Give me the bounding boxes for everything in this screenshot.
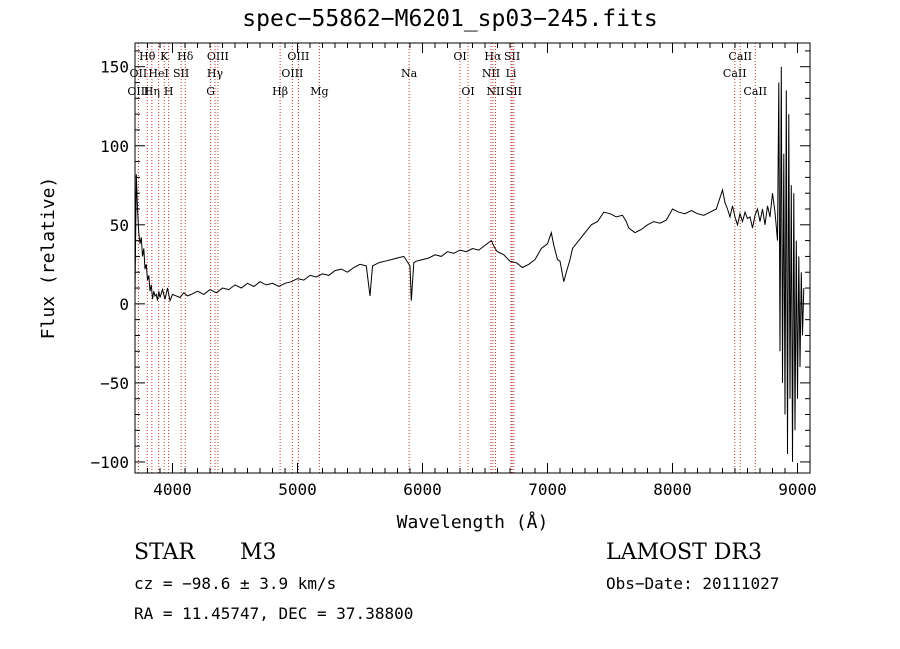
spectral-line-label: SII — [506, 85, 522, 98]
spectral-line-label: OI — [461, 85, 474, 98]
spectral-line-label: NII — [486, 85, 504, 98]
spectral-line-label: OI — [453, 50, 466, 63]
spectral-line-label: CaII — [728, 50, 752, 63]
spectral-line-label: OIII — [207, 50, 229, 63]
spectral-line-label: CaII — [743, 85, 767, 98]
spectral-line-label: Hδ — [177, 50, 194, 63]
spectral-line-label: G — [206, 85, 215, 98]
spectral-line-label: K — [160, 50, 169, 63]
axis-labels: 4000 5000 6000 7000 8000 9000 −100 −50 0 50 100 150… — [38, 58, 817, 533]
object-class: STAR — [134, 540, 195, 565]
spectral-line-label: Mg — [310, 85, 328, 98]
spectral-line-label: Hγ — [207, 67, 224, 80]
spectral-line-label: SII — [173, 67, 189, 80]
spectral-line-label: SII — [504, 50, 520, 63]
y-tick-label: 150 — [100, 58, 129, 77]
x-tick-label: 5000 — [278, 480, 317, 499]
spectral-line-label: Hθ — [139, 50, 156, 63]
spectral-line-label: OII — [130, 67, 148, 80]
x-tick-label: 6000 — [403, 480, 442, 499]
spectral-line-label: OIII — [127, 85, 149, 98]
coordinates: RA = 11.45747, DEC = 37.38800 — [134, 604, 414, 623]
observation-date: Obs−Date: 20111027 — [606, 574, 780, 593]
spectral-line-label: H — [164, 85, 174, 98]
y-tick-label: 100 — [100, 137, 129, 156]
spectral-line-label: OIII — [281, 67, 303, 80]
spectral-line-label: HeI — [148, 67, 168, 80]
spectral-line-label: OIII — [287, 50, 309, 63]
y-axis-label: Flux (relative) — [38, 177, 59, 340]
spectral-line-label: Na — [401, 67, 418, 80]
x-tick-label: 9000 — [778, 480, 817, 499]
spectral-line-label: CaII — [723, 67, 747, 80]
redshift-cz: cz = −98.6 ± 3.9 km/s — [134, 574, 337, 593]
y-tick-label: 50 — [110, 216, 129, 235]
axis-ticks — [134, 43, 811, 473]
x-axis-label: Wavelength (Å) — [397, 511, 549, 533]
spectral-line-label: Li — [506, 67, 517, 80]
y-tick-label: −100 — [90, 453, 129, 472]
x-tick-label: 4000 — [153, 480, 192, 499]
chart-title: spec−55862−M6201_sp03−245.fits — [242, 6, 658, 32]
spectral-line-label: Hα — [484, 50, 502, 63]
x-tick-label: 7000 — [528, 480, 567, 499]
spectral-line-label: Hη — [144, 85, 160, 98]
emission-line-markers: Hθ OII OIII HeI Hη K SII H Hδ OIII Hγ G OIII OIII Hβ Mg… — [127, 43, 767, 473]
spectrum-series-line — [134, 66, 805, 462]
y-tick-label: 0 — [119, 295, 129, 314]
spectral-line-label: Hβ — [272, 85, 288, 98]
survey-name: LAMOST DR3 — [606, 540, 762, 565]
object-subclass: M3 — [240, 540, 277, 565]
y-tick-label: −50 — [100, 374, 129, 393]
x-tick-label: 8000 — [653, 480, 692, 499]
spectral-line-label: NII — [482, 67, 500, 80]
plot-frame — [134, 42, 811, 474]
